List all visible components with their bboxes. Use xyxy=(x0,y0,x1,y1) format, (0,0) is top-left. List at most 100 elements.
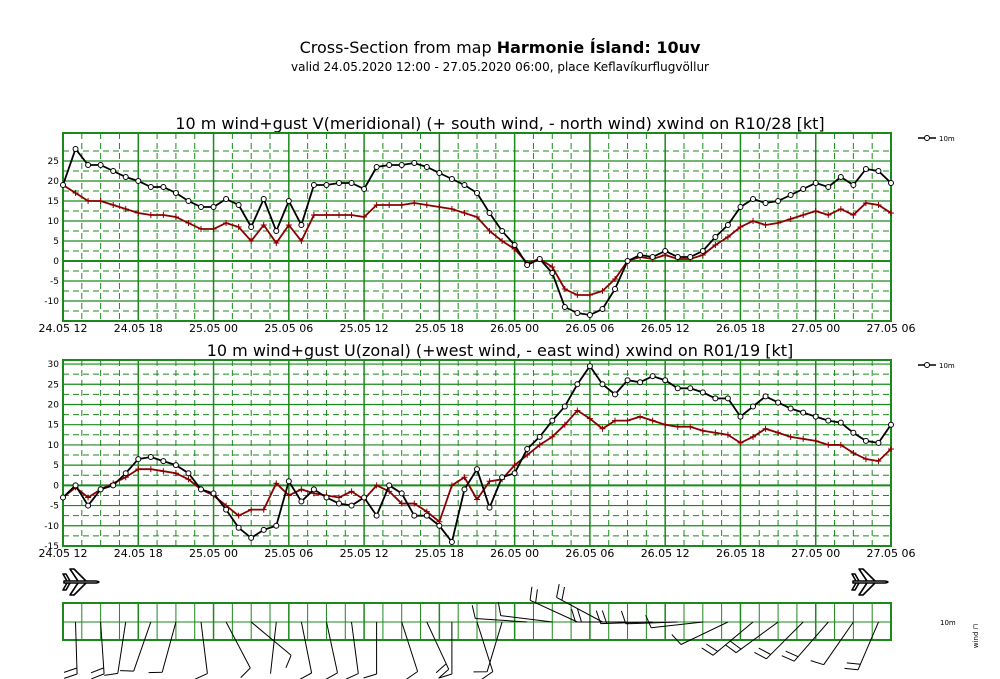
x-tick-label: 26.05 18 xyxy=(716,547,765,560)
wind-barb xyxy=(148,621,177,674)
gust-point xyxy=(436,170,443,176)
x-tick-label: 26.05 00 xyxy=(490,322,539,335)
x-tick-label: 27.05 06 xyxy=(867,322,916,335)
gust-point xyxy=(223,196,230,202)
x-tick-label: 26.05 06 xyxy=(565,547,614,560)
y-tick-label: 20 xyxy=(48,177,60,187)
wind-point xyxy=(373,202,380,208)
gust-point xyxy=(850,429,857,436)
gust-point xyxy=(712,395,719,402)
wind-point xyxy=(172,214,179,220)
gust-point xyxy=(411,512,418,519)
wind-barb xyxy=(120,621,152,672)
wind-point xyxy=(411,200,418,206)
gust-point xyxy=(310,486,317,493)
gust-point xyxy=(474,190,480,196)
wind-point xyxy=(750,433,756,440)
wind-barb xyxy=(104,621,127,676)
gust-point xyxy=(461,486,468,493)
gust-point xyxy=(599,306,606,312)
y-tick-label: 30 xyxy=(48,360,60,370)
gust-point xyxy=(172,190,179,196)
gust-point xyxy=(850,182,857,188)
wind-point xyxy=(474,496,480,503)
wind-point xyxy=(398,500,405,507)
wind-barb xyxy=(754,621,804,660)
wind-barb-panel: 10m wind ⊓ xyxy=(62,568,980,679)
gust-point xyxy=(574,381,581,388)
wind-point xyxy=(285,222,292,228)
wind-barb xyxy=(90,621,105,679)
wind-point xyxy=(750,218,756,224)
x-tick-label: 24.05 12 xyxy=(39,547,88,560)
gust-point xyxy=(461,182,468,188)
barb-grid xyxy=(62,602,892,641)
wind-point xyxy=(775,429,782,436)
wind-barb xyxy=(645,615,703,629)
x-tick-label: 26.05 18 xyxy=(716,322,765,335)
wind-point xyxy=(486,228,493,234)
gust-point xyxy=(862,166,869,172)
wind-point xyxy=(260,222,267,228)
gust-point xyxy=(599,381,606,388)
gust-point xyxy=(524,262,531,268)
wind-point xyxy=(787,216,794,222)
wind-point xyxy=(712,429,719,436)
wind-point xyxy=(248,506,255,513)
wind-point xyxy=(775,220,782,226)
wind-point xyxy=(411,500,418,507)
gust-point xyxy=(837,174,844,180)
wind-point xyxy=(110,202,117,208)
gust-point xyxy=(85,502,92,509)
x-tick-label: 25.05 18 xyxy=(415,547,464,560)
y-tick-label: 10 xyxy=(48,217,60,227)
wind-point xyxy=(875,458,882,465)
x-tick-label: 26.05 12 xyxy=(641,547,690,560)
gust-point xyxy=(72,482,79,489)
x-tick-label: 24.05 12 xyxy=(39,322,88,335)
wind-barb xyxy=(724,621,779,654)
gust-point xyxy=(386,162,393,168)
gust-point xyxy=(373,164,380,170)
x-tick-label: 27.05 00 xyxy=(791,322,840,335)
gust-point xyxy=(361,186,368,192)
wind-barb xyxy=(595,610,653,625)
gust-point xyxy=(699,389,706,396)
gust-point xyxy=(637,252,644,258)
wind-point xyxy=(712,242,719,248)
gust-point xyxy=(687,254,694,260)
gust-point xyxy=(348,180,355,186)
wind-point xyxy=(536,441,543,448)
wind-point xyxy=(474,214,480,220)
gust-point xyxy=(110,482,117,489)
wind-barb xyxy=(473,621,503,673)
wind-point xyxy=(699,427,706,434)
x-tick-label: 25.05 00 xyxy=(189,547,238,560)
gust-point xyxy=(637,379,644,386)
panel-title: 10 m wind+gust V(meridional) (+ south wi… xyxy=(175,114,824,133)
wind-barb xyxy=(401,621,419,679)
gust-point xyxy=(260,196,267,202)
gust-point xyxy=(649,254,656,260)
wind-point xyxy=(586,292,593,298)
gust-point xyxy=(750,196,756,202)
gust-point xyxy=(825,417,832,424)
gust-point xyxy=(499,474,506,481)
wind-point xyxy=(122,206,129,212)
gust-point xyxy=(787,405,794,412)
gust-point xyxy=(649,373,656,380)
wind-point xyxy=(649,417,656,424)
wind-point xyxy=(298,486,305,493)
gust-point xyxy=(423,512,430,519)
gust-point xyxy=(712,234,719,240)
wind-barb xyxy=(250,621,292,668)
legend: 10m xyxy=(918,135,955,143)
gust-point xyxy=(586,363,593,370)
plot-frame xyxy=(62,359,892,547)
legend-marker xyxy=(924,135,930,141)
wind-point xyxy=(561,421,568,428)
wind-point xyxy=(862,456,869,463)
wind-barb xyxy=(63,621,78,679)
gust-point xyxy=(273,228,280,234)
